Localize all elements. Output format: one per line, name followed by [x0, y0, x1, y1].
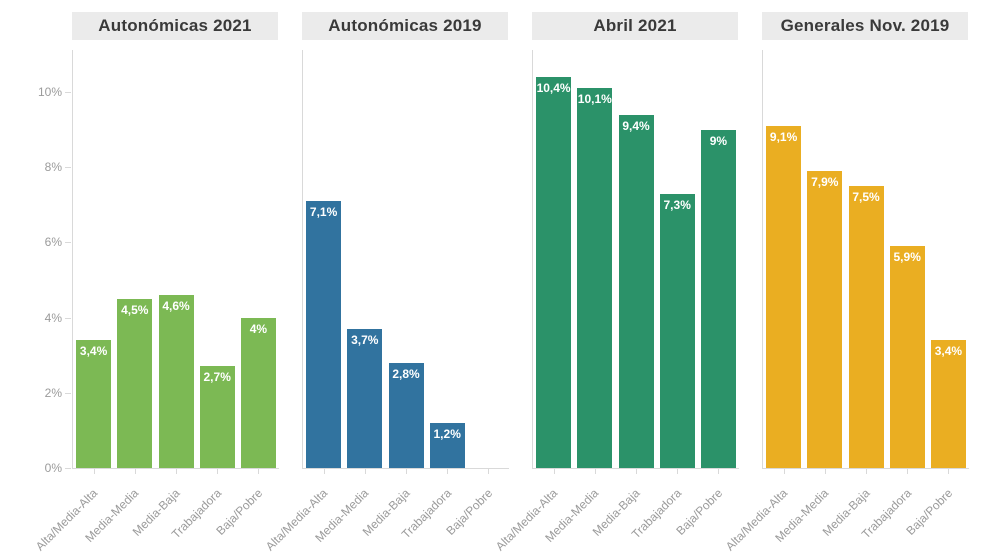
- x-axis-tick: [258, 469, 260, 474]
- bar-value-label: 3,4%: [79, 344, 108, 358]
- x-axis-tick: [553, 469, 555, 474]
- bar[interactable]: 2,8%: [388, 363, 424, 468]
- panel-header: Autonómicas 2021: [72, 12, 278, 40]
- bar-value-label: 2,8%: [392, 367, 420, 381]
- y-axis-tick-label: 0%: [44, 461, 62, 475]
- y-axis-tick: [65, 468, 71, 469]
- x-axis-tick: [93, 469, 95, 474]
- bar-value-label: 1,2%: [433, 427, 461, 441]
- x-axis-tick: [677, 469, 679, 474]
- bar[interactable]: 9,1%: [766, 126, 802, 468]
- x-axis-tick: [783, 469, 785, 474]
- bar[interactable]: 10,1%: [577, 88, 613, 468]
- x-axis-tick: [948, 469, 950, 474]
- x-axis-tick: [866, 469, 867, 474]
- panel-header: Autonómicas 2019: [302, 12, 508, 40]
- bar-value-label: 10,1%: [577, 92, 612, 106]
- x-axis-tick: [447, 469, 449, 474]
- y-axis-tick-label: 4%: [44, 310, 62, 325]
- bar-value-label: 4,6%: [162, 299, 190, 313]
- bar[interactable]: 9,4%: [618, 115, 654, 468]
- y-axis-tick: [65, 317, 71, 319]
- x-axis-tick: [636, 469, 637, 474]
- y-axis-tick-label: 10%: [37, 85, 62, 99]
- y-axis-tick-label: 2%: [44, 385, 62, 400]
- x-axis-tick: [406, 469, 407, 474]
- x-axis-tick: [488, 469, 490, 474]
- bar[interactable]: 5,9%: [889, 246, 925, 468]
- x-axis-tick: [134, 469, 136, 474]
- bar[interactable]: 7,3%: [659, 194, 695, 468]
- panel-plot-area: 10,4% 10,1% 9,4% 7,3% 9%: [532, 50, 739, 474]
- bar[interactable]: 7,9%: [807, 171, 843, 468]
- panel-title: Autonómicas 2019: [328, 16, 482, 35]
- bar[interactable]: 4,5%: [117, 299, 153, 468]
- y-axis-tick: [65, 167, 71, 169]
- bar-value-label: 7,9%: [811, 175, 839, 189]
- bar-value-label: 7,1%: [309, 205, 338, 219]
- bar[interactable]: 7,5%: [848, 186, 884, 468]
- bar-value-label: 9,4%: [622, 119, 650, 133]
- panel-title: Abril 2021: [593, 16, 677, 35]
- bar-value-label: 3,7%: [351, 333, 379, 347]
- bar[interactable]: 10,4%: [536, 77, 572, 468]
- bar[interactable]: 3,7%: [347, 329, 383, 468]
- x-axis-tick: [176, 469, 177, 474]
- bar[interactable]: 2,7%: [199, 366, 235, 468]
- panel-plot-area: 7,1% 3,7% 2,8% 1,2%: [302, 50, 509, 474]
- bar-value-label: 9%: [709, 134, 728, 148]
- bar-value-label: 7,5%: [852, 190, 880, 204]
- bar-value-label: 7,3%: [663, 198, 691, 212]
- bar[interactable]: 4,6%: [158, 295, 194, 468]
- bar-value-label: 4,5%: [121, 303, 149, 317]
- bar[interactable]: 9%: [700, 130, 736, 468]
- x-axis-tick: [907, 469, 909, 474]
- y-axis-tick: [65, 92, 71, 93]
- x-axis-tick: [217, 469, 219, 474]
- x-axis-tick: [824, 469, 826, 474]
- bar[interactable]: 3,4%: [930, 340, 966, 468]
- x-axis-tick: [364, 469, 366, 474]
- bar-value-label: 5,9%: [893, 250, 921, 264]
- bar[interactable]: 3,4%: [76, 340, 112, 468]
- y-axis-tick-label: 8%: [44, 160, 62, 175]
- bar-value-label: 10,4%: [536, 81, 571, 95]
- panel-plot-area: 3,4% 4,5% 4,6% 2,7% 4%: [72, 50, 279, 474]
- bar[interactable]: 4%: [240, 318, 276, 468]
- bar-value-label: 4%: [249, 322, 268, 336]
- bar[interactable]: 1,2%: [429, 423, 465, 468]
- bar-value-label: 2,7%: [203, 370, 231, 384]
- panel-header: Abril 2021: [532, 12, 738, 40]
- panel-header: Generales Nov. 2019: [762, 12, 968, 40]
- y-axis-tick: [65, 392, 71, 394]
- x-axis-tick: [718, 469, 720, 474]
- y-axis-tick-label: 6%: [44, 235, 62, 250]
- x-axis-tick: [323, 469, 325, 474]
- bar-value-label: 9,1%: [769, 130, 798, 144]
- panel-title: Autonómicas 2021: [98, 16, 252, 35]
- bar-value-label: 3,4%: [934, 344, 963, 358]
- panel-plot-area: 9,1% 7,9% 7,5% 5,9% 3,4%: [762, 50, 969, 474]
- panel-title: Generales Nov. 2019: [780, 16, 950, 35]
- x-axis-tick: [594, 469, 596, 474]
- y-axis-tick: [65, 242, 71, 244]
- bar[interactable]: 7,1%: [306, 201, 342, 468]
